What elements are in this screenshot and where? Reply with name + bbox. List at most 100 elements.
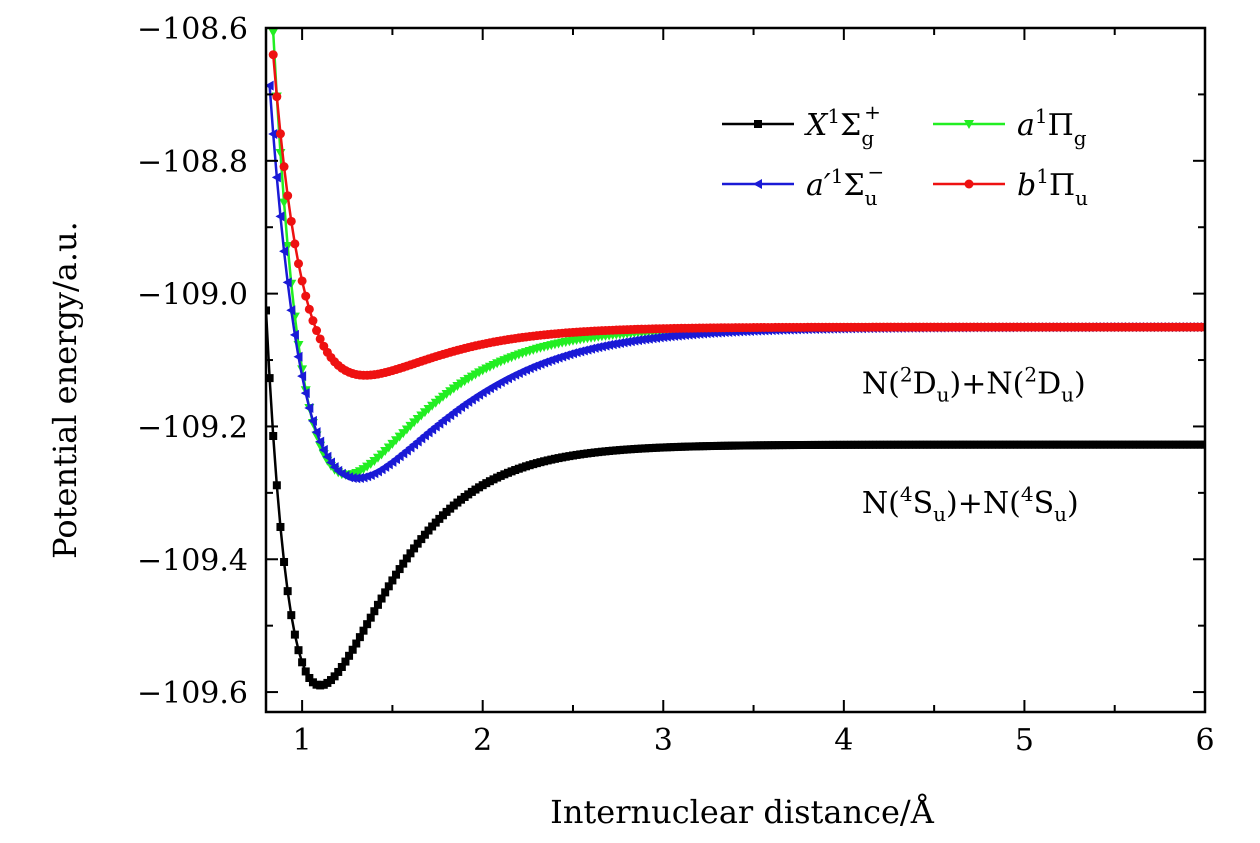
data-point [334, 667, 343, 676]
data-point [269, 432, 278, 441]
data-point [618, 337, 628, 348]
data-point [399, 559, 408, 568]
data-point [304, 402, 314, 413]
data-point [294, 646, 303, 655]
data-point [297, 371, 307, 382]
data-point [290, 239, 300, 249]
data-point [337, 662, 346, 671]
data-point [381, 588, 390, 597]
x-tick-label: 3 [654, 723, 673, 758]
x-tick-label: 1 [293, 723, 312, 758]
legend-label: X1Σg+ [804, 100, 881, 150]
data-point [377, 594, 386, 603]
legend-item: b1Πu [933, 164, 1088, 210]
data-point [304, 304, 314, 314]
data-point [293, 351, 303, 362]
data-point [395, 565, 404, 574]
plot-frame [264, 26, 1207, 714]
y-tick-label: −109.4 [137, 543, 248, 578]
data-point [420, 530, 429, 539]
data-point [301, 667, 310, 676]
y-tick-label: −108.8 [137, 145, 248, 180]
data-point [596, 341, 606, 352]
data-point [326, 457, 336, 468]
x-tick-label: 2 [473, 723, 492, 758]
data-point [345, 651, 354, 660]
data-point [266, 80, 274, 91]
data-point [424, 526, 433, 535]
data-point [392, 570, 401, 579]
data-point [275, 129, 285, 139]
series-triangle-down [268, 28, 1205, 480]
x-tick-label: 4 [834, 723, 853, 758]
data-point [632, 335, 642, 346]
data-point [312, 326, 322, 336]
data-point [275, 211, 285, 222]
x-tick-label: 5 [1015, 723, 1034, 758]
data-point [417, 535, 426, 544]
y-tick-label: −108.6 [137, 12, 248, 47]
y-axis-label: Potential energy/a.u. [46, 221, 84, 559]
data-point [348, 645, 357, 654]
data-point [622, 336, 632, 347]
data-point [280, 557, 289, 566]
data-point [266, 306, 270, 315]
data-point [271, 172, 281, 183]
data-point [413, 539, 422, 548]
data-point [406, 549, 415, 558]
legend-label: a1Πg [1017, 104, 1087, 150]
data-point [315, 436, 325, 447]
data-point [402, 554, 411, 563]
legend-swatch-marker [964, 179, 974, 189]
y-tick-label: −109.0 [137, 278, 248, 313]
data-point [354, 473, 364, 484]
data-point [279, 198, 290, 208]
legend-swatch-marker [964, 120, 974, 129]
data-point [268, 50, 278, 60]
data-point [355, 633, 364, 642]
data-point [287, 611, 296, 620]
y-tick-label: −109.6 [137, 676, 248, 711]
legend-item: X1Σg+ [722, 100, 881, 150]
series-square [266, 306, 1205, 690]
data-point [268, 128, 278, 139]
data-point [366, 613, 375, 622]
x-tick-label: 6 [1195, 723, 1214, 758]
legend-swatch-marker [753, 179, 762, 189]
data-point [290, 630, 299, 639]
data-point [607, 339, 617, 350]
data-point [352, 639, 361, 648]
legend-label: a′1Σu− [806, 160, 884, 210]
data-point [268, 28, 279, 38]
data-point [373, 600, 382, 609]
legend-swatch-marker [754, 120, 762, 128]
data-point [272, 92, 282, 102]
data-point [611, 338, 621, 349]
data-point [1201, 440, 1205, 449]
annotation-d-limit: N(2Du)+N(2Du) [862, 362, 1086, 406]
data-point [266, 374, 274, 383]
data-point [604, 339, 614, 350]
data-point [311, 427, 321, 438]
data-point [322, 451, 332, 462]
data-point [315, 334, 325, 344]
data-point [370, 607, 379, 616]
data-point [301, 291, 311, 301]
data-point [294, 259, 304, 269]
data-point [384, 582, 393, 591]
data-point [286, 305, 296, 316]
data-point [388, 576, 397, 585]
data-point [330, 672, 339, 681]
data-point [305, 673, 314, 682]
data-point [283, 191, 293, 201]
data-point [629, 335, 639, 346]
data-point [298, 658, 307, 667]
data-point [614, 337, 624, 348]
data-point [359, 626, 368, 635]
curves-layer [266, 28, 1205, 690]
data-point [318, 444, 328, 455]
legend-item: a′1Σu− [722, 160, 884, 210]
data-point [286, 216, 296, 226]
